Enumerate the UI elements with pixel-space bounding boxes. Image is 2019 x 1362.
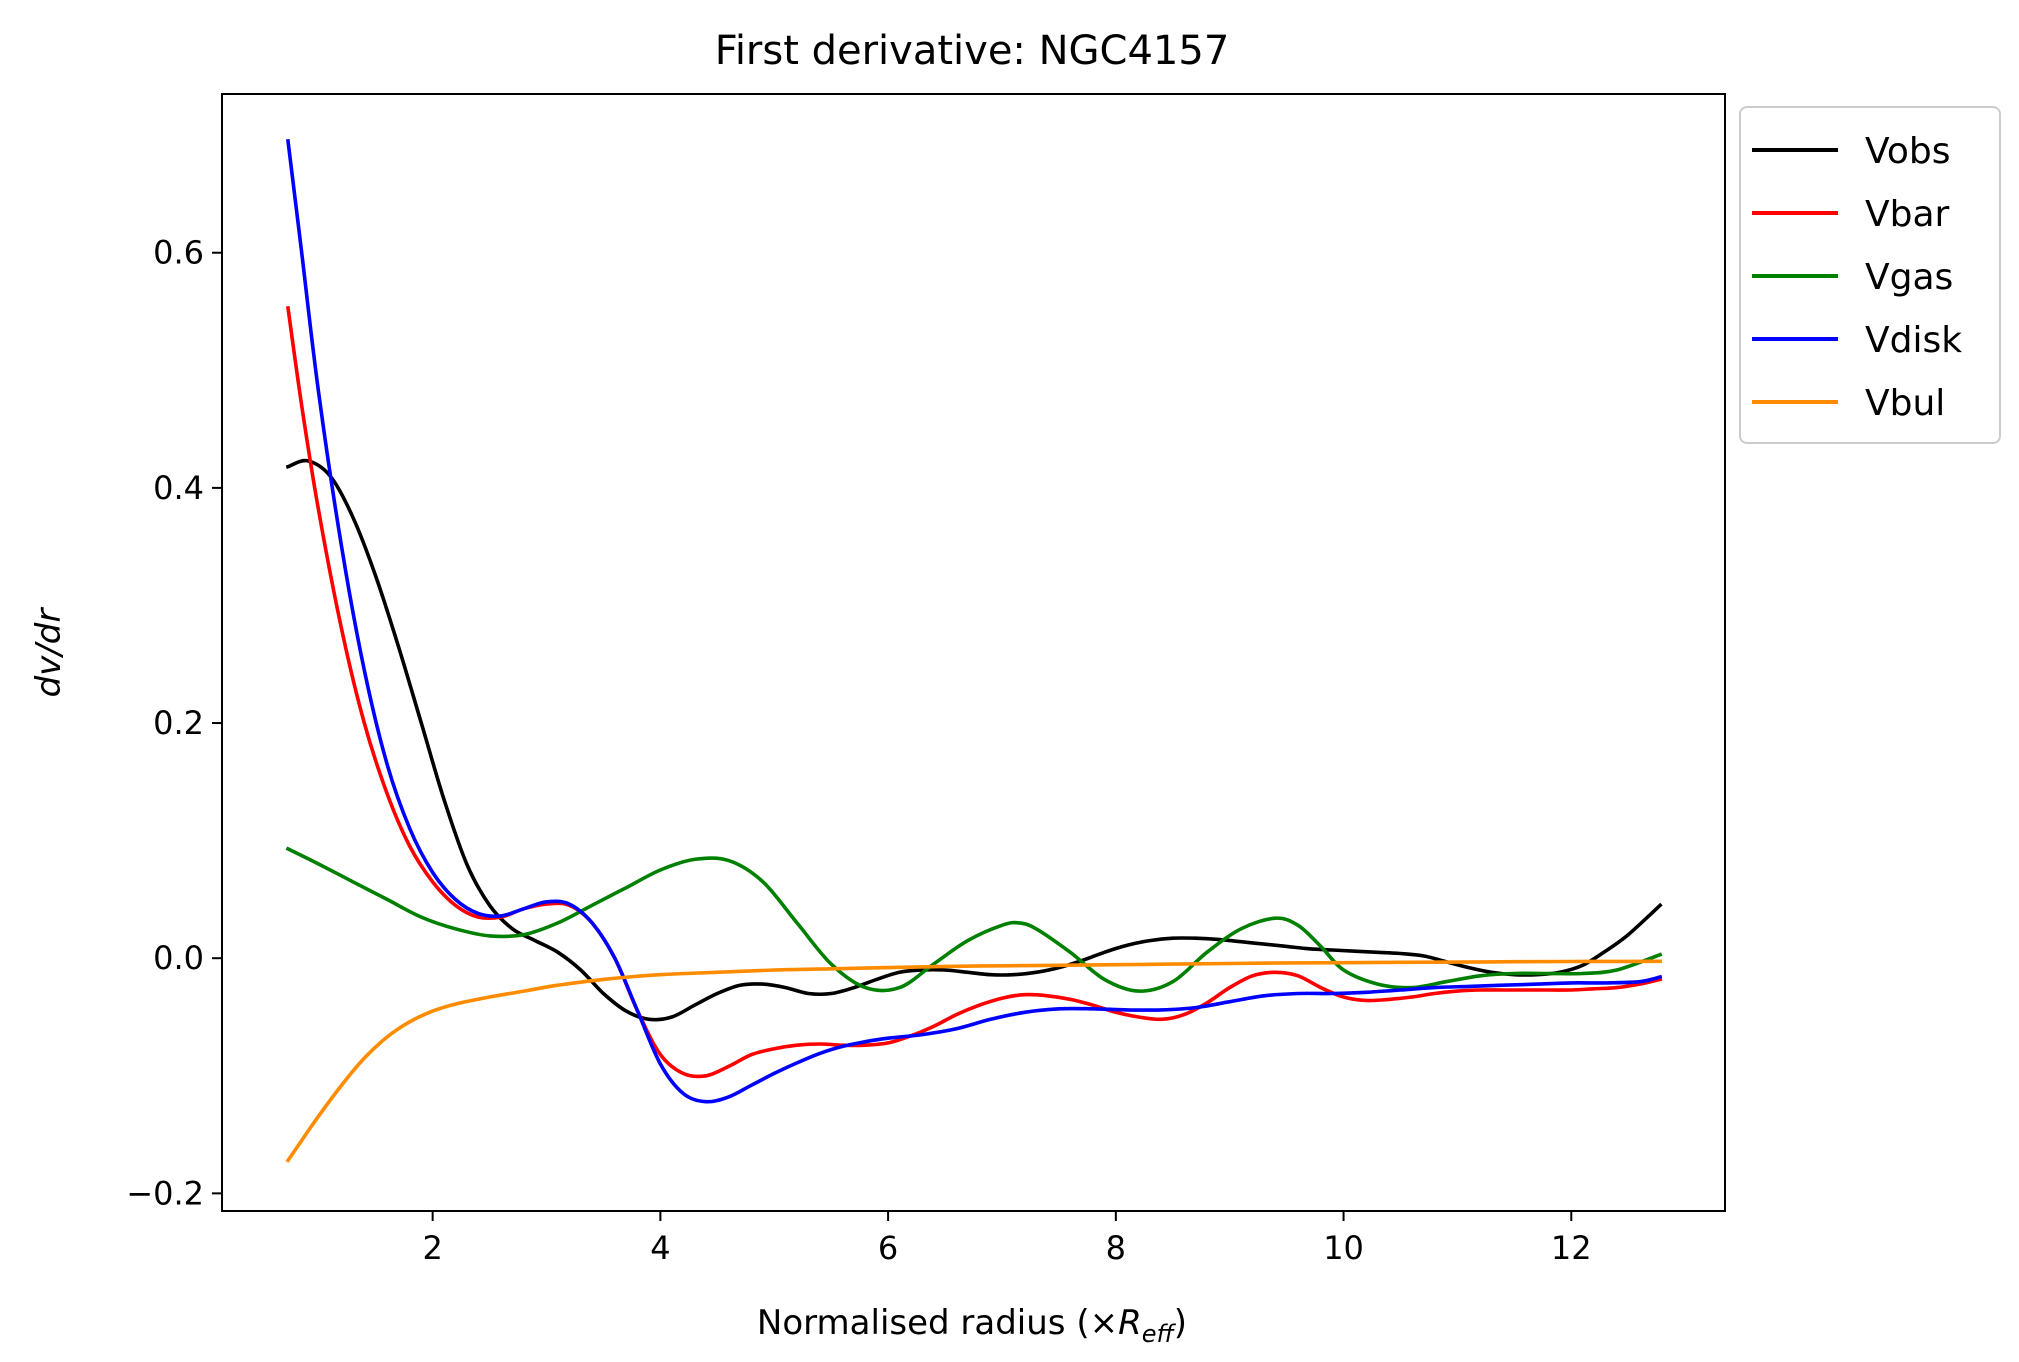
y-axis-ticks: −0.2 0.0 0.2 0.4 0.6 — [126, 234, 222, 1212]
legend-label-vobs: Vobs — [1865, 131, 1950, 172]
series-layer — [285, 138, 1663, 1163]
chart-title: First derivative: NGC4157 — [715, 28, 1230, 74]
series-line-vdisk — [285, 138, 1663, 1104]
legend-label-vgas: Vgas — [1865, 257, 1953, 298]
x-tick-label: 8 — [1106, 1229, 1126, 1267]
x-axis-label-subscript: eff — [1142, 1320, 1177, 1348]
x-axis-label-text: Normalised radius (× — [757, 1303, 1118, 1343]
x-tick-label: 12 — [1551, 1229, 1592, 1267]
x-axis-ticks: 2 4 6 8 10 12 — [422, 1211, 1592, 1267]
legend-frame — [1739, 106, 2001, 444]
y-axis-label: dv/dr — [29, 607, 69, 698]
series-line-vbar — [285, 305, 1663, 1079]
x-axis-label-close: ) — [1174, 1303, 1187, 1343]
plot-frame — [221, 93, 1726, 1212]
y-tick-label: 0.6 — [153, 234, 204, 272]
x-tick-label: 2 — [422, 1229, 442, 1267]
legend-label-vbar: Vbar — [1865, 194, 1950, 235]
y-tick-label: −0.2 — [126, 1174, 204, 1212]
legend-label-vbul: Vbul — [1865, 383, 1945, 424]
legend-label-vdisk: Vdisk — [1865, 320, 1962, 361]
x-axis-label-symbol: R — [1118, 1303, 1142, 1343]
y-tick-label: 0.0 — [153, 939, 204, 977]
plot-area — [285, 138, 1663, 1163]
y-tick-label: 0.4 — [153, 469, 204, 507]
x-axis-label: Normalised radius (×Reff) — [757, 1303, 1187, 1348]
y-tick-label: 0.2 — [153, 704, 204, 742]
series-line-vbul — [285, 959, 1662, 1163]
legend: Vobs Vbar Vgas Vdisk Vbul — [1739, 106, 2001, 444]
series-line-vobs — [285, 458, 1663, 1022]
x-tick-label: 6 — [878, 1229, 898, 1267]
x-tick-label: 4 — [650, 1229, 670, 1267]
legend-entries: Vobs Vbar Vgas Vdisk Vbul — [1752, 131, 1962, 424]
x-tick-label: 10 — [1323, 1229, 1364, 1267]
